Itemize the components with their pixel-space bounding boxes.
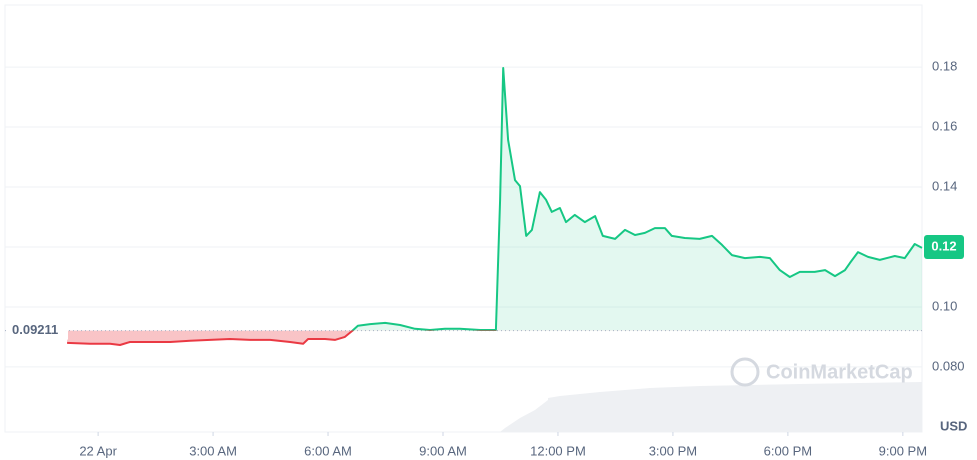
- y-unit: USD: [940, 418, 967, 433]
- marks: 0.080 0.10 0.12 0.14 0.16 0.18 22 Apr 3:00 AM 6:…: [5, 59, 965, 458]
- x-tick-label: 9:00 PM: [879, 443, 927, 458]
- x-tick-label: 22 Apr: [79, 443, 117, 458]
- current-price-bg: [924, 234, 964, 259]
- watermark-logo: [730, 357, 760, 387]
- watermark: CoinMarketCap: [766, 361, 913, 383]
- plot-frame: [4, 4, 923, 433]
- y-tick-label: 0.18: [932, 59, 957, 74]
- baseline-label: 0.09211: [12, 322, 58, 337]
- baseline-label-bg: [8, 321, 68, 340]
- y-tick-label: 0.16: [932, 118, 957, 133]
- x-tick-label: 3:00 AM: [189, 443, 237, 458]
- y-tick-label: 0.10: [932, 298, 957, 313]
- x-tick-label: 3:00 PM: [649, 443, 697, 458]
- x-tick-label: 9:00 AM: [419, 443, 467, 458]
- price-line: [67, 67, 923, 346]
- price-area: [67, 68, 923, 345]
- volume-background: [500, 382, 922, 432]
- y-tick-label: 0.080: [932, 358, 965, 373]
- x-tick-label: 6:00 PM: [764, 443, 812, 458]
- x-tick-label: 12:00 PM: [530, 443, 586, 458]
- y-tick-label: 0.14: [932, 178, 957, 193]
- x-tick-label: 6:00 AM: [304, 443, 352, 458]
- current-price: 0.12: [931, 238, 956, 253]
